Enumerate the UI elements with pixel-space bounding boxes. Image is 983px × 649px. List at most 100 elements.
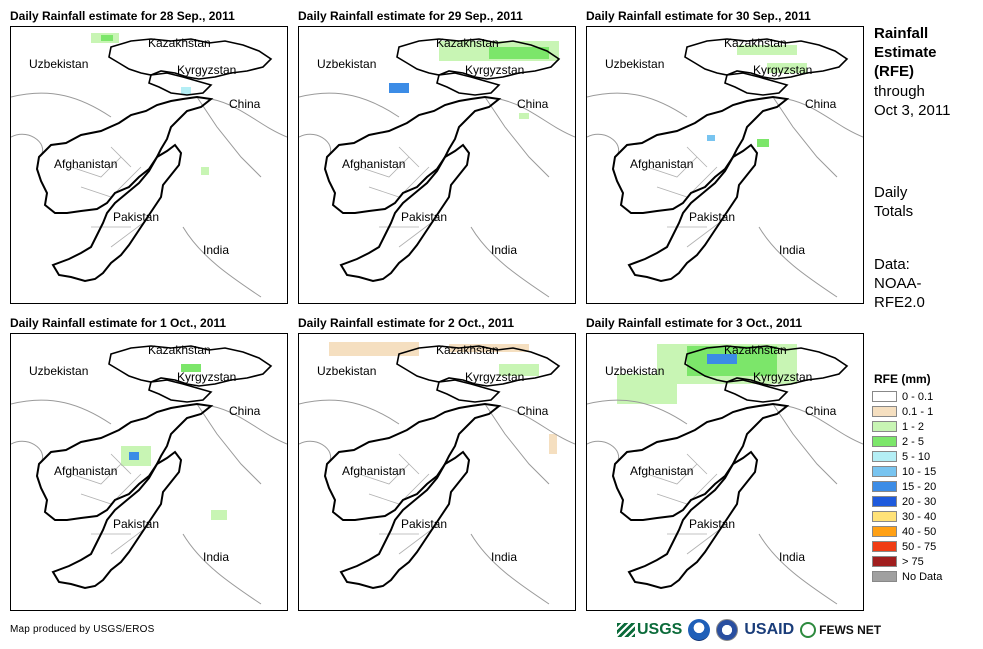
kazakhstan-border [108, 38, 273, 80]
legend-item: > 75 [872, 554, 942, 569]
legend-swatch [872, 421, 897, 432]
label-uzbekistan: Uzbekistan [29, 364, 89, 378]
legend-swatch [872, 541, 897, 552]
daily-line-2: Totals [874, 203, 914, 220]
legend-label: No Data [902, 570, 943, 583]
rainfall-area [489, 47, 549, 59]
pakistan-border [339, 450, 471, 590]
kazakhstan-border [396, 345, 561, 387]
kyrgyzstan-border [148, 72, 213, 96]
pakistan-border [339, 143, 471, 283]
kazakhstan-border [396, 38, 561, 80]
fews-net-logo: FEWS NET [800, 622, 881, 638]
kyrgyzstan-border [724, 72, 789, 96]
map-frame: Kazakhstan Uzbekistan Kyrgyzstan China A… [586, 26, 864, 304]
label-afghanistan: Afghanistan [630, 157, 694, 171]
rainfall-area [519, 113, 529, 119]
pakistan-border [51, 450, 183, 590]
label-china: China [229, 97, 261, 111]
label-kazakhstan: Kazakhstan [148, 36, 211, 50]
label-pakistan: Pakistan [113, 210, 160, 224]
legend-item: 0.1 - 1 [872, 404, 942, 419]
legend-swatch [872, 451, 897, 462]
legend-item: 40 - 50 [872, 524, 942, 539]
rainfall-area [129, 452, 139, 460]
rainfall-area [737, 45, 797, 55]
afghanistan-border [611, 95, 790, 214]
panel-title: Daily Rainfall estimate for 28 Sep., 201… [10, 9, 235, 23]
legend-label: 2 - 5 [902, 435, 925, 448]
rainfall-area [549, 434, 557, 454]
legend-item: 1 - 2 [872, 419, 942, 434]
kyrgyzstan-border [148, 379, 213, 403]
heading-line-2: Estimate [874, 44, 937, 61]
data-source: Data: NOAA- RFE2.0 [874, 255, 925, 312]
legend-label: 50 - 75 [902, 540, 937, 553]
legend-item: 5 - 10 [872, 449, 942, 464]
pakistan-border [627, 450, 759, 590]
rainfall-area [101, 35, 113, 41]
label-kyrgyzstan: Kyrgyzstan [753, 370, 813, 384]
label-kazakhstan: Kazakhstan [724, 343, 787, 357]
label-china: China [517, 404, 549, 418]
label-india: India [779, 243, 806, 257]
legend-item: 30 - 40 [872, 509, 942, 524]
map-frame: Kazakhstan Uzbekistan Kyrgyzstan China A… [298, 26, 576, 304]
kyrgyzstan-border [436, 379, 501, 403]
kazakhstan-border [684, 38, 849, 80]
afghanistan-border [611, 402, 790, 521]
label-kazakhstan: Kazakhstan [148, 343, 211, 357]
label-pakistan: Pakistan [401, 210, 448, 224]
label-china: China [805, 404, 837, 418]
label-afghanistan: Afghanistan [342, 157, 406, 171]
region-border [587, 92, 863, 298]
heading-line-3: (RFE) [874, 63, 914, 80]
panel-title: Daily Rainfall estimate for 30 Sep., 201… [586, 9, 811, 23]
legend-label: 0.1 - 1 [902, 405, 934, 418]
kyrgyzstan-border [436, 72, 501, 96]
label-afghanistan: Afghanistan [630, 464, 694, 478]
legend: RFE (mm) 0 - 0.1 0.1 - 1 1 - 2 2 - 5 5 - 10 1… [872, 372, 942, 584]
kazakhstan-border [684, 345, 849, 387]
region-border [299, 399, 575, 605]
label-india: India [203, 550, 230, 564]
map-canvas [587, 38, 863, 298]
label-afghanistan: Afghanistan [54, 157, 118, 171]
legend-swatch [872, 391, 897, 402]
label-china: China [805, 97, 837, 111]
label-uzbekistan: Uzbekistan [317, 364, 377, 378]
map-canvas [299, 38, 575, 298]
label-kyrgyzstan: Kyrgyzstan [465, 63, 525, 77]
legend-item: 2 - 5 [872, 434, 942, 449]
usgs-logo: USGS [617, 621, 682, 639]
legend-swatch [872, 406, 897, 417]
label-india: India [491, 243, 518, 257]
legend-swatch [872, 511, 897, 522]
legend-swatch [872, 436, 897, 447]
panel-title: Daily Rainfall estimate for 1 Oct., 2011 [10, 316, 227, 330]
legend-label: 5 - 10 [902, 450, 931, 463]
legend-item: 50 - 75 [872, 539, 942, 554]
legend-item: 10 - 15 [872, 464, 942, 479]
usgs-waves-icon [617, 623, 635, 637]
legend-swatch [872, 496, 897, 507]
label-pakistan: Pakistan [689, 517, 736, 531]
label-pakistan: Pakistan [113, 517, 160, 531]
legend-item: No Data [872, 569, 942, 584]
label-pakistan: Pakistan [689, 210, 736, 224]
label-china: China [517, 97, 549, 111]
data-line-1: Data: [874, 256, 910, 273]
data-line-2: NOAA- [874, 275, 922, 292]
rainfall-area [767, 63, 807, 73]
afghanistan-border [35, 95, 214, 214]
rainfall-area [329, 342, 419, 356]
legend-rows: 0 - 0.1 0.1 - 1 1 - 2 2 - 5 5 - 10 10 - 15 15 … [872, 389, 942, 584]
daily-line-1: Daily [874, 184, 908, 201]
legend-label: 20 - 30 [902, 495, 937, 508]
pakistan-border [627, 143, 759, 283]
label-afghanistan: Afghanistan [54, 464, 118, 478]
label-india: India [491, 550, 518, 564]
panel-title: Daily Rainfall estimate for 29 Sep., 201… [298, 9, 523, 23]
legend-swatch [872, 481, 897, 492]
region-border [587, 399, 863, 605]
